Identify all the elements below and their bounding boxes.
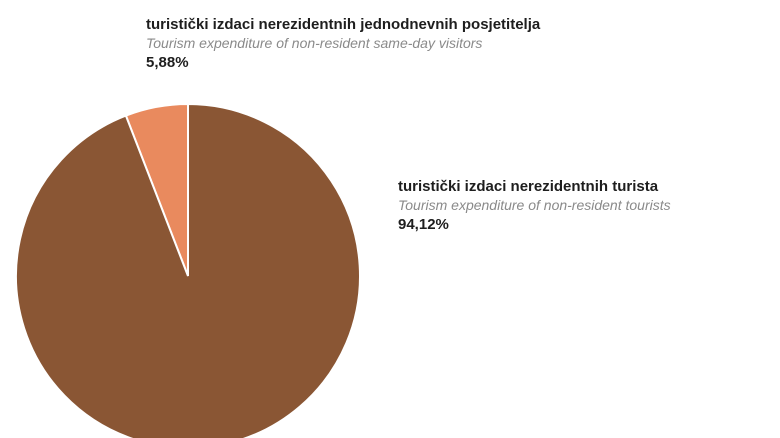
slice-percent-label: 94,12% [398, 216, 449, 234]
slice-label-croatian: turistički izdaci nerezidentnih jednodne… [146, 16, 541, 33]
slice-label-english: Tourism expenditure of non-resident same… [146, 35, 483, 52]
slice-label-same-day-visitors: turistički izdaci nerezidentnih jednodne… [146, 16, 540, 72]
slice-label-english: Tourism expenditure of non-resident tour… [398, 197, 671, 214]
slice-label-croatian: turistički izdaci nerezidentnih turista [398, 178, 659, 195]
pie-slice-1 [15, 102, 362, 438]
slice-percent-label: 5,88% [146, 54, 189, 72]
slice-label-tourists: turistički izdaci nerezidentnih turista … [398, 178, 671, 234]
